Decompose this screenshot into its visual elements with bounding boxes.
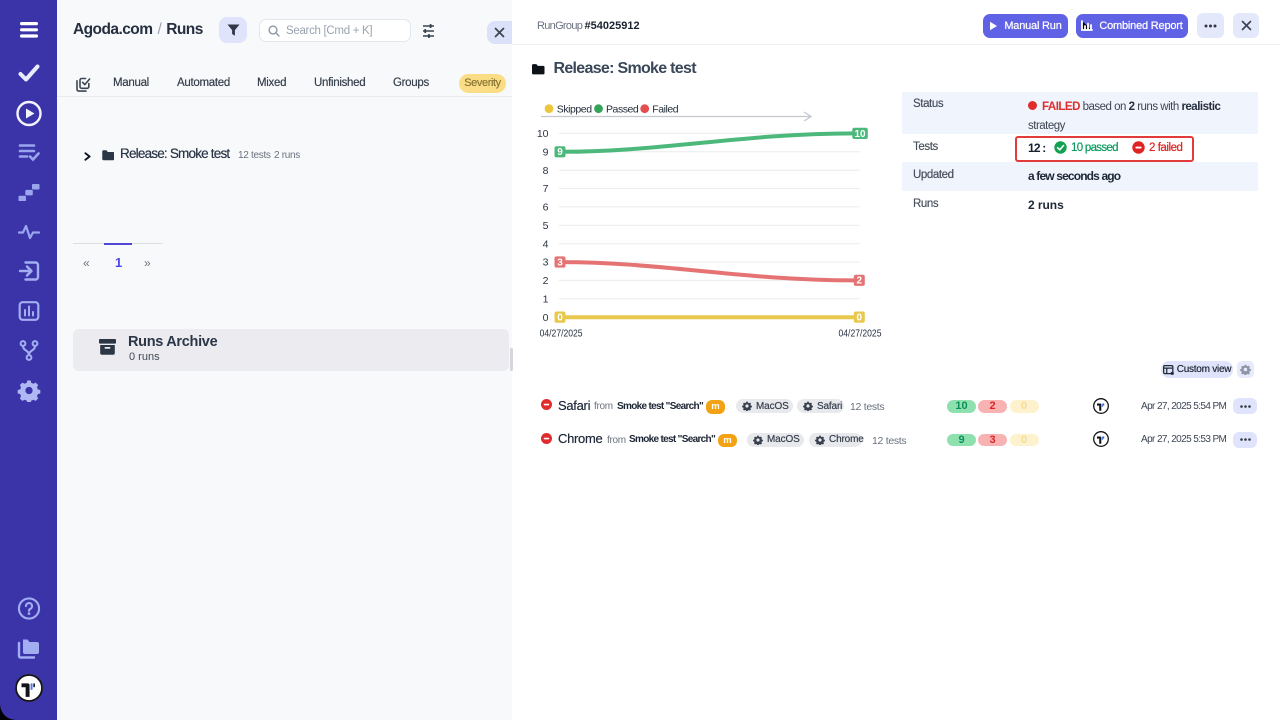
svg-text:0: 0 [557, 313, 563, 324]
svg-text:Skipped: Skipped [557, 104, 592, 116]
svg-text:4: 4 [543, 238, 549, 250]
svg-text:3: 3 [543, 257, 549, 269]
svg-text:10: 10 [537, 128, 549, 140]
svg-text:Failed: Failed [652, 104, 679, 116]
svg-text:1: 1 [543, 293, 549, 305]
svg-text:5: 5 [543, 220, 549, 232]
svg-text:0: 0 [543, 312, 549, 324]
svg-text:10: 10 [854, 129, 866, 140]
svg-text:9: 9 [557, 147, 563, 158]
svg-text:04/27/2025: 04/27/2025 [540, 327, 583, 339]
svg-text:2: 2 [857, 276, 863, 287]
svg-text:9: 9 [543, 146, 549, 158]
svg-text:6: 6 [543, 202, 549, 214]
svg-text:3: 3 [557, 257, 563, 268]
svg-text:8: 8 [543, 165, 549, 177]
svg-text:04/27/2025: 04/27/2025 [839, 327, 882, 339]
svg-text:0: 0 [857, 313, 863, 324]
svg-text:7: 7 [543, 183, 549, 195]
svg-text:Passed: Passed [606, 104, 639, 116]
svg-text:2: 2 [543, 275, 549, 287]
